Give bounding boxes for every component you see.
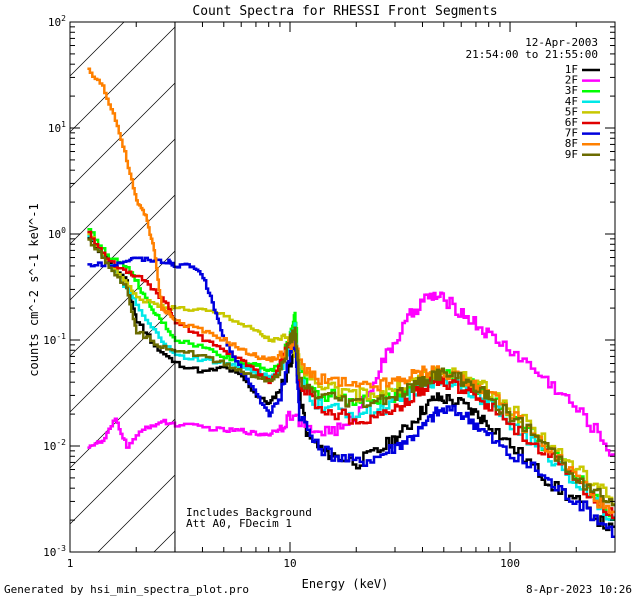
series-line-4F	[87, 234, 615, 522]
series-line-2F	[87, 291, 615, 457]
legend-label: 2F	[565, 74, 578, 87]
legend-label: 5F	[565, 105, 578, 118]
y-tick-label: 100	[48, 226, 66, 241]
x-tick-label: 1	[67, 557, 74, 570]
generated-by-label: Generated by hsi_min_spectra_plot.pro	[4, 583, 250, 596]
series-line-1F	[87, 236, 615, 532]
legend-label: 7F	[565, 127, 578, 140]
legend-label: 4F	[565, 95, 578, 108]
series-line-3F	[87, 228, 615, 522]
chart-title: Count Spectra for RHESSI Front Segments	[192, 4, 497, 19]
legend-label: 9F	[565, 148, 578, 161]
y-tick-label: 102	[48, 14, 66, 29]
y-tick-label: 101	[48, 120, 66, 135]
legend-label: 1F	[565, 63, 578, 76]
annotation-background: Includes Background	[186, 506, 312, 519]
y-axis-label: counts cm^-2 s^-1 keV^-1	[27, 203, 41, 376]
annotation-attenuator: Att A0, FDecim 1	[186, 517, 292, 530]
x-axis-label: Energy (keV)	[302, 577, 389, 591]
legend-label: 3F	[565, 84, 578, 97]
time-range-label: 21:54:00 to 21:55:00	[466, 48, 598, 61]
y-tick-label: 10-2	[43, 438, 66, 453]
series-line-7F	[87, 256, 615, 538]
plot-frame	[69, 21, 616, 553]
legend-label: 6F	[565, 116, 578, 129]
y-tick-label: 10-3	[43, 544, 66, 559]
series-line-6F	[87, 230, 615, 520]
y-tick-label: 10-1	[43, 332, 66, 347]
date-label: 12-Apr-2003	[525, 36, 598, 49]
x-tick-label: 100	[500, 557, 520, 570]
timestamp-label: 8-Apr-2023 10:26	[526, 583, 632, 596]
x-tick-label: 10	[283, 557, 296, 570]
series-line-9F	[87, 238, 615, 507]
legend-label: 8F	[565, 137, 578, 150]
excluded-region-hatch	[70, 22, 175, 552]
